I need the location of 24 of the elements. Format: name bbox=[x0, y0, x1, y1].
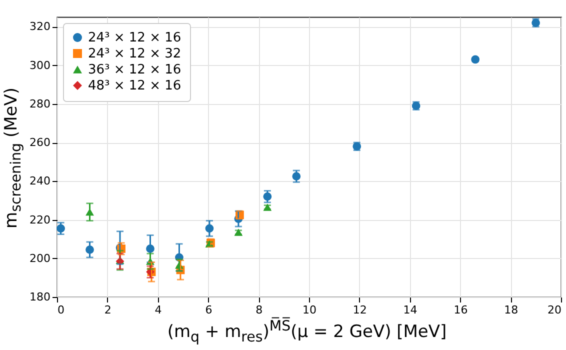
y-tick-label: 200 bbox=[30, 252, 50, 265]
x-tick-label: 2 bbox=[104, 304, 112, 316]
y-tick-label: 240 bbox=[30, 174, 50, 188]
x-tick-label: 18 bbox=[504, 304, 518, 316]
x-tick-label: 6 bbox=[205, 304, 212, 316]
legend-label: 24³ × 12 × 16 bbox=[88, 30, 182, 46]
y-tick-label: 180 bbox=[30, 290, 50, 304]
x-tick-label: 14 bbox=[403, 304, 418, 316]
x-tick-label: 0 bbox=[58, 304, 64, 316]
x-tick-label: 8 bbox=[256, 304, 263, 316]
legend-label: 36³ × 12 × 16 bbox=[88, 62, 182, 78]
x-tick-label: 20 bbox=[548, 304, 562, 316]
x-axis-title: (m$_{q}$ + m$_{res}$)$^{M̅S̅}$(μ = 2 GeV) [MeV] bbox=[167, 318, 447, 346]
y-tick-label: 300 bbox=[30, 58, 50, 72]
legend-label: 24³ × 12 × 32 bbox=[88, 46, 182, 62]
x-tick-label: 4 bbox=[154, 304, 162, 316]
legend-label: 48³ × 12 × 16 bbox=[88, 78, 182, 94]
x-tick-label: 16 bbox=[454, 304, 468, 316]
x-tick-label: 10 bbox=[302, 304, 316, 316]
y-tick-label: 320 bbox=[30, 20, 50, 34]
x-tick-label: 12 bbox=[352, 304, 367, 316]
y-tick-label: 260 bbox=[30, 136, 50, 150]
y-tick-label: 220 bbox=[30, 213, 50, 226]
y-tick-label: 280 bbox=[30, 97, 50, 110]
